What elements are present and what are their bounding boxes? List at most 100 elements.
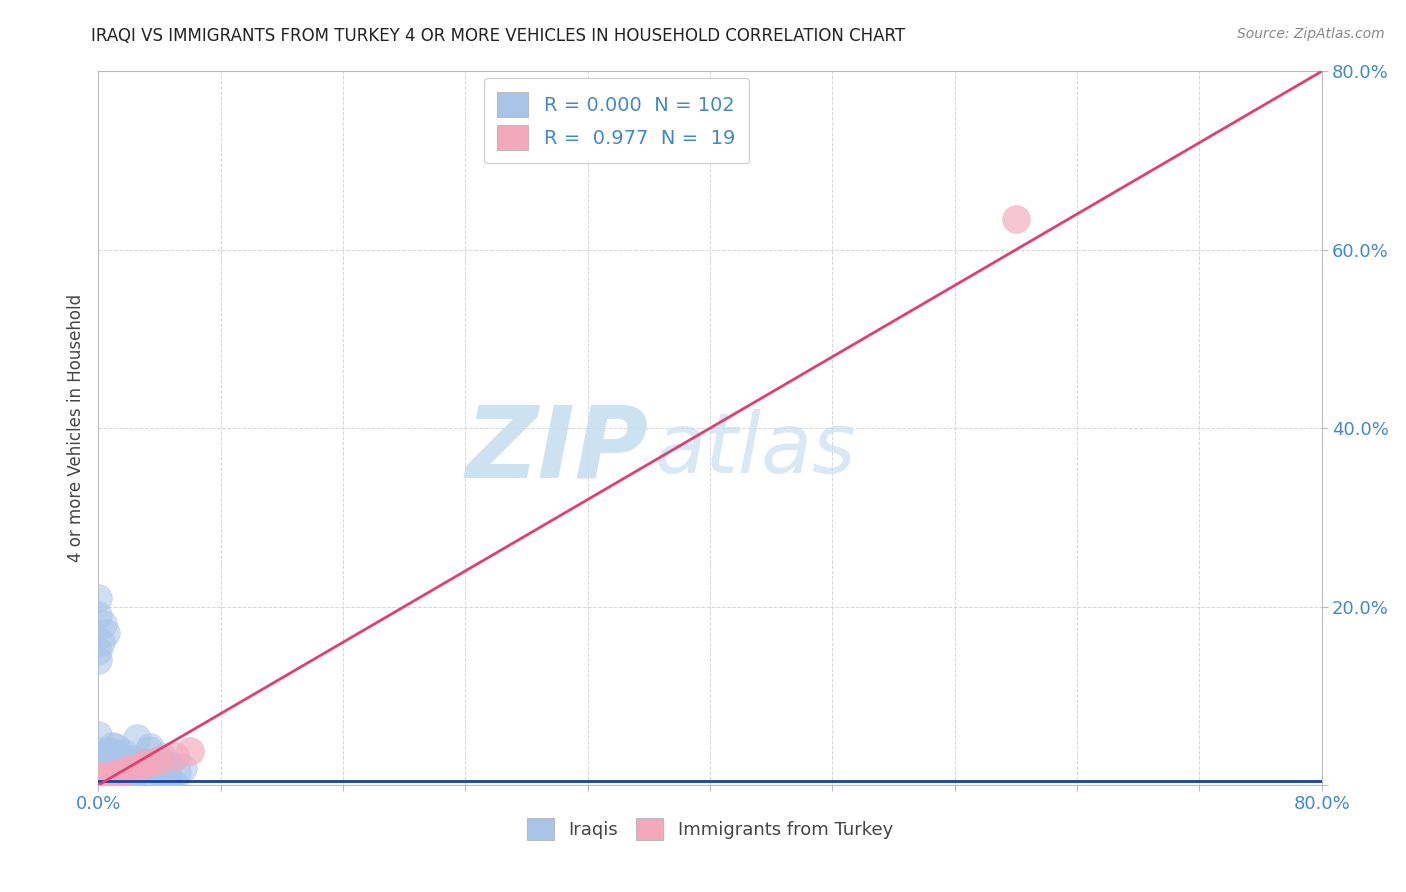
Point <box>141 755 163 769</box>
Point <box>87 754 110 768</box>
Text: IRAQI VS IMMIGRANTS FROM TURKEY 4 OR MORE VEHICLES IN HOUSEHOLD CORRELATION CHAR: IRAQI VS IMMIGRANTS FROM TURKEY 4 OR MOR… <box>91 27 905 45</box>
Point <box>94 773 117 788</box>
Point <box>143 761 166 775</box>
Text: ZIP: ZIP <box>465 401 648 498</box>
Point <box>90 635 112 649</box>
Point <box>105 756 128 771</box>
Point <box>163 777 186 791</box>
Point <box>125 758 148 772</box>
Point <box>139 763 162 777</box>
Point <box>166 765 188 780</box>
Point <box>91 617 114 632</box>
Point <box>114 753 136 767</box>
Point <box>101 739 124 754</box>
Point <box>87 771 110 785</box>
Point <box>156 774 179 789</box>
Point <box>179 744 201 758</box>
Point <box>157 771 180 785</box>
Point <box>138 742 160 756</box>
Text: atlas: atlas <box>655 409 856 490</box>
Point <box>131 755 153 769</box>
Point <box>87 765 110 780</box>
Point <box>89 775 111 789</box>
Point <box>104 778 127 792</box>
Point <box>149 756 172 770</box>
Point <box>107 757 129 772</box>
Point <box>107 772 129 786</box>
Point <box>110 772 132 786</box>
Point <box>103 760 125 774</box>
Point <box>94 626 117 640</box>
Point <box>125 731 148 745</box>
Point <box>87 756 110 770</box>
Point <box>87 766 110 780</box>
Text: Source: ZipAtlas.com: Source: ZipAtlas.com <box>1237 27 1385 41</box>
Point <box>101 772 124 786</box>
Point <box>118 772 141 787</box>
Point <box>87 778 110 792</box>
Point <box>117 759 139 773</box>
Point <box>110 777 132 791</box>
Point <box>112 751 135 765</box>
Point <box>127 764 149 779</box>
Point <box>125 760 148 774</box>
Point <box>104 739 127 754</box>
Point <box>163 749 186 764</box>
Point <box>87 772 110 786</box>
Point <box>172 761 194 775</box>
Point <box>91 764 114 779</box>
Point <box>94 769 117 783</box>
Point <box>96 763 118 777</box>
Point <box>87 591 110 605</box>
Point <box>118 752 141 766</box>
Point <box>107 774 129 789</box>
Point <box>121 773 143 788</box>
Point <box>97 767 120 781</box>
Point <box>114 761 136 775</box>
Point <box>152 749 174 764</box>
Point <box>134 756 156 771</box>
Point <box>100 777 122 791</box>
Point <box>134 773 156 788</box>
Point <box>87 769 110 783</box>
Point <box>87 769 110 783</box>
Point <box>98 774 121 789</box>
Point <box>120 764 142 778</box>
Point <box>121 769 143 783</box>
Point <box>121 759 143 773</box>
Point <box>97 753 120 767</box>
Point <box>93 775 115 789</box>
Point <box>108 759 131 773</box>
Point <box>1004 211 1026 226</box>
Point <box>101 759 124 773</box>
Point <box>87 763 110 777</box>
Point <box>104 765 127 780</box>
Point <box>87 771 110 785</box>
Point <box>90 772 112 786</box>
Point <box>87 778 110 792</box>
Point <box>152 767 174 781</box>
Point <box>117 773 139 788</box>
Point <box>87 727 110 741</box>
Point <box>87 758 110 772</box>
Point <box>100 761 122 775</box>
Point <box>103 768 125 782</box>
Point <box>112 747 135 761</box>
Point <box>110 765 132 780</box>
Point <box>111 768 134 782</box>
Point <box>115 764 138 778</box>
Point <box>124 767 146 781</box>
Point <box>156 756 179 771</box>
Point <box>87 644 110 658</box>
Point <box>117 764 139 778</box>
Point <box>89 771 111 785</box>
Point <box>107 776 129 790</box>
Point <box>105 775 128 789</box>
Point <box>118 762 141 776</box>
Point <box>111 761 134 775</box>
Point <box>97 772 120 786</box>
Point <box>87 653 110 667</box>
Point <box>150 774 173 789</box>
Point <box>87 760 110 774</box>
Point <box>90 765 112 780</box>
